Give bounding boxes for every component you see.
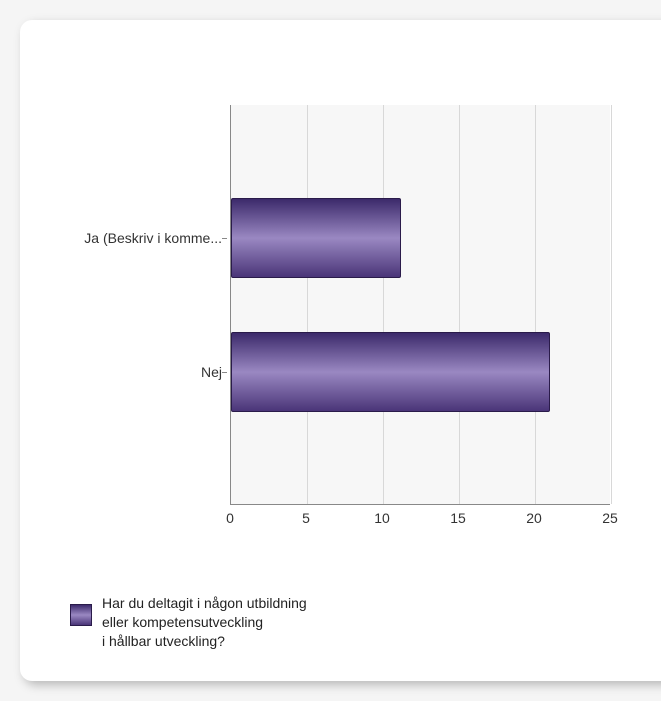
bar [231,332,550,412]
bar [231,198,401,278]
legend-text: Har du deltagit i någon utbildning eller… [102,594,307,651]
y-tick-label: Nej [201,364,222,380]
plot-area [230,105,610,505]
legend: Har du deltagit i någon utbildning eller… [70,594,307,651]
x-tick-label: 15 [450,510,466,526]
legend-swatch [70,604,92,626]
chart-card: 0 5 10 15 20 25 Ja (Beskriv i komme... Nej Har … [20,20,661,681]
gridline [307,105,308,504]
gridline [459,105,460,504]
x-tick-label: 20 [526,510,542,526]
x-tick-label: 25 [602,510,618,526]
y-tick-label: Ja (Beskriv i komme... [84,230,222,246]
x-tick-label: 10 [374,510,390,526]
gridline [383,105,384,504]
gridline [535,105,536,504]
x-tick-label: 0 [226,510,234,526]
x-tick-label: 5 [302,510,310,526]
chart-container: 0 5 10 15 20 25 Ja (Beskriv i komme... Nej [60,75,640,555]
gridline [611,105,612,504]
